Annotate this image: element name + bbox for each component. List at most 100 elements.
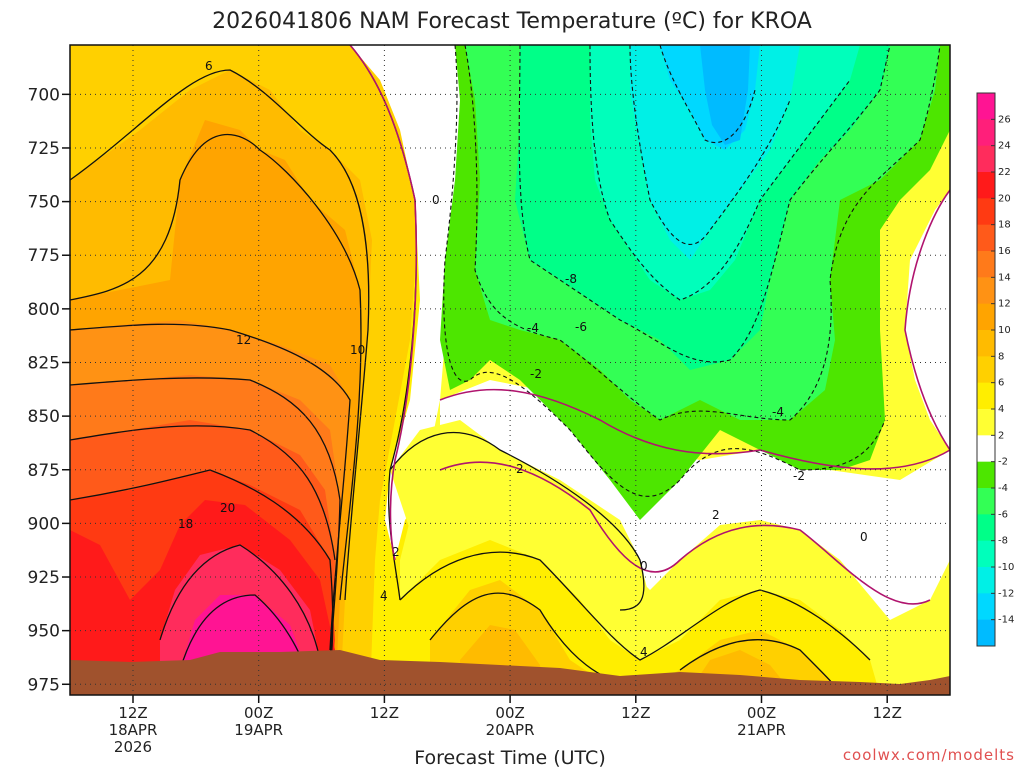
colorbar-label--4: -4 xyxy=(998,483,1008,494)
ytick-label-875: 875 xyxy=(28,461,60,481)
colorbar-label-12: 12 xyxy=(998,299,1011,310)
contour-18 xyxy=(70,469,334,661)
contour-minus-6 xyxy=(518,45,891,363)
contour-zero-right xyxy=(904,189,950,451)
clabel-minus-4-right: -4 xyxy=(772,405,784,419)
zero-contours xyxy=(349,45,950,605)
colorbar-swatch-19 xyxy=(977,593,995,621)
clabel-0-left: 0 xyxy=(432,193,440,207)
x-axis-label: Forecast Time (UTC) xyxy=(414,747,605,768)
contour-4-lower xyxy=(399,551,871,661)
grid-lines xyxy=(70,45,950,695)
clabel-minus-8: -8 xyxy=(565,272,577,286)
colorbar-label--8: -8 xyxy=(998,536,1008,547)
clabel-4-lower: 4 xyxy=(640,645,648,659)
contour-minus-4 xyxy=(464,45,941,421)
ytick-label-925: 925 xyxy=(28,568,60,588)
colorbar-swatch-0 xyxy=(977,93,995,120)
colorbar-swatch-2 xyxy=(977,145,995,173)
colorbar-label-2: 2 xyxy=(998,430,1004,441)
contour-2-lower xyxy=(389,431,645,611)
colorbar-label-26: 26 xyxy=(998,114,1011,125)
contour-zero-left xyxy=(349,45,418,561)
colorbar-swatch-10 xyxy=(977,356,995,384)
clabel-0-right: 0 xyxy=(860,530,868,544)
colorbar-label-22: 22 xyxy=(998,167,1011,178)
colorbar-swatch-9 xyxy=(977,330,995,357)
clabel-6: 6 xyxy=(205,59,213,73)
xtick-label-1-1: 19APR xyxy=(234,721,283,739)
xtick-label-5-0: 00Z xyxy=(747,704,776,722)
contour-14 xyxy=(70,377,341,661)
ytick-label-825: 825 xyxy=(28,353,60,373)
cold-contours xyxy=(443,45,941,497)
xtick-label-5-1: 21APR xyxy=(737,721,786,739)
colorbar-frame xyxy=(976,92,996,647)
contour-minus-2 xyxy=(443,45,886,497)
contour-labels: 6 12 10 18 20 0 2 4 -8 -6 -4 -2 0 2 -2 0… xyxy=(178,59,868,659)
contour-minus-8 xyxy=(589,45,851,301)
xtick-label-3-0: 00Z xyxy=(495,704,524,722)
colorbar-swatch-7 xyxy=(977,277,995,305)
xtick-label-6-0: 12Z xyxy=(873,704,902,722)
colorbar: 26 24 22 20 18 16 14 12 10 8 6 4 2 -2 -4 -6 -8 -10 -12 -14 xyxy=(976,92,1014,647)
ytick-label-950: 950 xyxy=(28,622,60,642)
clabel-minus-6: -6 xyxy=(575,320,587,334)
colorbar-swatch-16 xyxy=(977,514,995,542)
clabel-4-left: 4 xyxy=(380,589,388,603)
clabel-20: 20 xyxy=(220,501,235,515)
colorbar-label--6: -6 xyxy=(998,509,1008,520)
contour-minus-10 xyxy=(629,45,791,245)
contour-8 xyxy=(70,133,362,601)
clabel-12: 12 xyxy=(236,333,251,347)
xtick-label-4-0: 12Z xyxy=(621,704,650,722)
ytick-label-700: 700 xyxy=(28,85,60,105)
ytick-label-800: 800 xyxy=(28,300,60,320)
colorbar-label-16: 16 xyxy=(998,246,1011,257)
colorbar-swatch-20 xyxy=(977,619,995,647)
plot-area xyxy=(70,45,950,695)
colorbar-swatch-5 xyxy=(977,224,995,252)
colorbar-swatch-15 xyxy=(977,488,995,515)
contour-minus-12 xyxy=(659,45,756,144)
colorbar-label--2: -2 xyxy=(998,457,1008,468)
contour-22 xyxy=(159,544,321,661)
y-axis-ticks: 700 725 750 775 800 825 850 875 900 925 950 975 xyxy=(28,85,70,695)
chart-title: 2026041806 NAM Forecast Temperature (ºC)… xyxy=(212,9,812,34)
clabel-minus-2-right: -2 xyxy=(793,469,805,483)
clabel-minus-4-left: -4 xyxy=(527,321,539,335)
ytick-label-725: 725 xyxy=(28,139,60,159)
band-cold-minus-10 xyxy=(630,45,800,260)
credit-text: coolwx.com/modelts xyxy=(843,746,1015,764)
colorbar-swatch-4 xyxy=(977,198,995,226)
ytick-label-850: 850 xyxy=(28,407,60,427)
colorbar-swatch-6 xyxy=(977,251,995,278)
colorbar-swatch-11 xyxy=(977,382,995,410)
colorbar-label-24: 24 xyxy=(998,141,1011,152)
colorbar-swatch-3 xyxy=(977,172,995,199)
ytick-label-775: 775 xyxy=(28,246,60,266)
xtick-label-3-1: 20APR xyxy=(486,721,535,739)
colorbar-swatch-17 xyxy=(977,540,995,568)
clabel-10: 10 xyxy=(350,343,365,357)
colorbar-label--12: -12 xyxy=(998,588,1014,599)
colorbar-label--14: -14 xyxy=(998,615,1014,626)
colorbar-label-4: 4 xyxy=(998,404,1004,415)
band-zero xyxy=(350,45,470,560)
colorbar-label-6: 6 xyxy=(998,378,1004,389)
band-zero-right xyxy=(880,45,950,450)
band-zero-mid xyxy=(440,380,950,620)
xtick-label-1-0: 00Z xyxy=(244,704,273,722)
contour-16 xyxy=(70,425,336,561)
contour-zero-lower-mid xyxy=(439,461,931,605)
colorbar-swatch-1 xyxy=(977,119,995,147)
clabel-18: 18 xyxy=(178,517,193,531)
ytick-label-900: 900 xyxy=(28,514,60,534)
colorbar-swatch-13 xyxy=(977,435,995,463)
band-cold-minus-14 xyxy=(700,45,750,145)
colorbar-swatch-8 xyxy=(977,303,995,331)
colorbar-label-14: 14 xyxy=(998,272,1011,283)
colorbar-label-20: 20 xyxy=(998,193,1011,204)
